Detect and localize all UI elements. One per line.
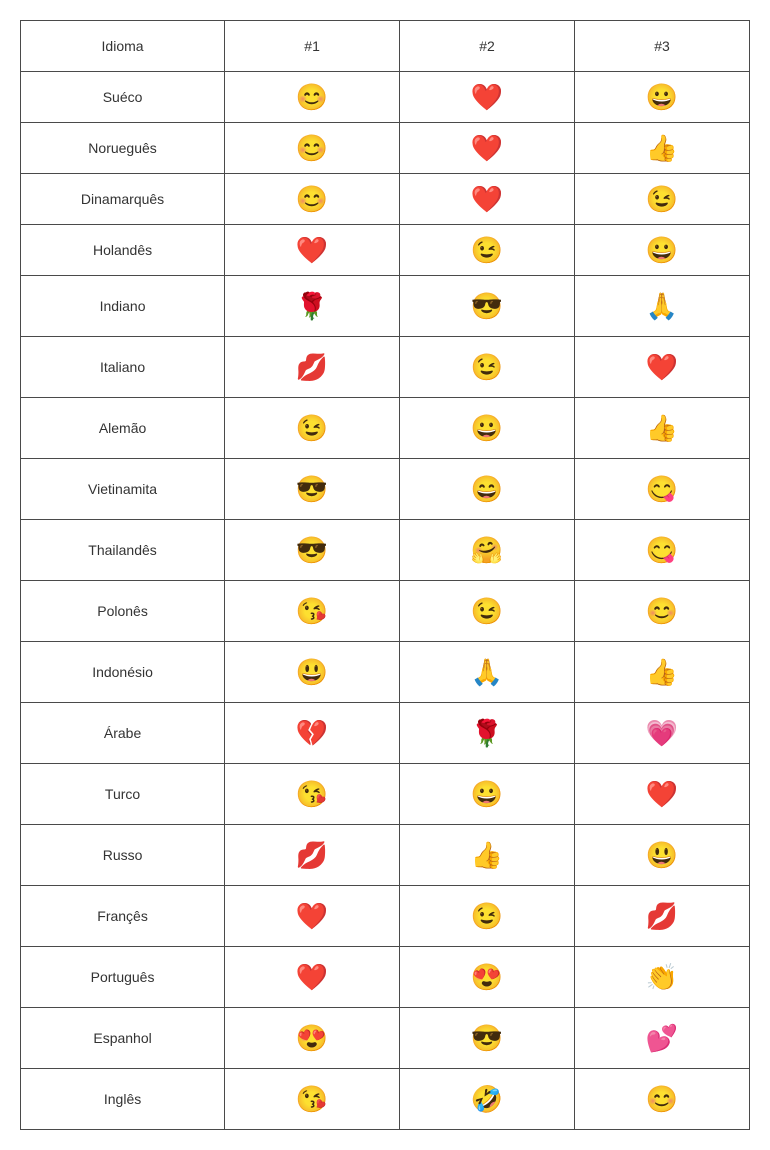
language-cell: Alemão xyxy=(21,398,225,459)
emoji-rank3-cell: ❤️ xyxy=(575,764,750,825)
emoji-language-table: Idioma #1 #2 #3 Suéco😊❤️😀Norueguês😊❤️👍Di… xyxy=(20,20,750,1130)
table-row: Suéco😊❤️😀 xyxy=(21,72,750,123)
language-cell: Indiano xyxy=(21,276,225,337)
emoji-rank2-cell: 🙏 xyxy=(400,642,575,703)
table-row: Polonês😘😉😊 xyxy=(21,581,750,642)
emoji-rank3-cell: 👍 xyxy=(575,123,750,174)
emoji-rank1-cell: 😉 xyxy=(225,398,400,459)
col-header-language: Idioma xyxy=(21,21,225,72)
emoji-rank2-cell: 😉 xyxy=(400,581,575,642)
emoji-rank2-cell: 😀 xyxy=(400,398,575,459)
emoji-rank1-cell: 😊 xyxy=(225,72,400,123)
language-cell: Thailandês xyxy=(21,520,225,581)
emoji-rank1-cell: 💋 xyxy=(225,825,400,886)
emoji-rank3-cell: 👍 xyxy=(575,642,750,703)
language-cell: Italiano xyxy=(21,337,225,398)
emoji-rank1-cell: ❤️ xyxy=(225,886,400,947)
emoji-rank3-cell: 😀 xyxy=(575,225,750,276)
language-cell: Françês xyxy=(21,886,225,947)
emoji-rank1-cell: 😊 xyxy=(225,123,400,174)
language-cell: Dinamarquês xyxy=(21,174,225,225)
emoji-rank3-cell: 😊 xyxy=(575,581,750,642)
emoji-rank3-cell: 😋 xyxy=(575,520,750,581)
table-row: Vietinamita😎😄😋 xyxy=(21,459,750,520)
emoji-rank1-cell: ❤️ xyxy=(225,225,400,276)
emoji-rank3-cell: ❤️ xyxy=(575,337,750,398)
emoji-rank2-cell: 👍 xyxy=(400,825,575,886)
emoji-rank1-cell: 😘 xyxy=(225,1069,400,1130)
language-cell: Espanhol xyxy=(21,1008,225,1069)
emoji-rank2-cell: ❤️ xyxy=(400,72,575,123)
emoji-rank3-cell: 💕 xyxy=(575,1008,750,1069)
language-cell: Polonês xyxy=(21,581,225,642)
emoji-rank1-cell: 😍 xyxy=(225,1008,400,1069)
language-cell: Árabe xyxy=(21,703,225,764)
emoji-rank2-cell: 😍 xyxy=(400,947,575,1008)
emoji-rank3-cell: 😋 xyxy=(575,459,750,520)
emoji-rank2-cell: 🤣 xyxy=(400,1069,575,1130)
emoji-rank2-cell: 🤗 xyxy=(400,520,575,581)
emoji-rank2-cell: 😉 xyxy=(400,886,575,947)
emoji-rank3-cell: 💗 xyxy=(575,703,750,764)
table-row: Indiano🌹😎🙏 xyxy=(21,276,750,337)
emoji-rank1-cell: 💋 xyxy=(225,337,400,398)
emoji-rank3-cell: 😃 xyxy=(575,825,750,886)
language-cell: Português xyxy=(21,947,225,1008)
emoji-rank1-cell: 😘 xyxy=(225,764,400,825)
emoji-rank1-cell: ❤️ xyxy=(225,947,400,1008)
language-cell: Holandês xyxy=(21,225,225,276)
emoji-rank2-cell: 😉 xyxy=(400,225,575,276)
emoji-rank2-cell: ❤️ xyxy=(400,123,575,174)
language-cell: Suéco xyxy=(21,72,225,123)
language-cell: Norueguês xyxy=(21,123,225,174)
table-row: Espanhol😍😎💕 xyxy=(21,1008,750,1069)
table-row: Italiano💋😉❤️ xyxy=(21,337,750,398)
table-row: Árabe💔🌹💗 xyxy=(21,703,750,764)
table-row: Russo💋👍😃 xyxy=(21,825,750,886)
emoji-rank3-cell: 👍 xyxy=(575,398,750,459)
emoji-rank2-cell: 😀 xyxy=(400,764,575,825)
emoji-rank3-cell: 👏 xyxy=(575,947,750,1008)
emoji-rank3-cell: 💋 xyxy=(575,886,750,947)
table-row: Françês❤️😉💋 xyxy=(21,886,750,947)
emoji-rank1-cell: 😎 xyxy=(225,520,400,581)
emoji-rank1-cell: 😃 xyxy=(225,642,400,703)
emoji-rank1-cell: 😊 xyxy=(225,174,400,225)
table-row: Indonésio😃🙏👍 xyxy=(21,642,750,703)
table-row: Português❤️😍👏 xyxy=(21,947,750,1008)
emoji-rank3-cell: 🙏 xyxy=(575,276,750,337)
emoji-rank3-cell: 😉 xyxy=(575,174,750,225)
table-row: Holandês❤️😉😀 xyxy=(21,225,750,276)
emoji-rank1-cell: 😎 xyxy=(225,459,400,520)
emoji-rank2-cell: 🌹 xyxy=(400,703,575,764)
table-row: Alemão😉😀👍 xyxy=(21,398,750,459)
col-header-rank2: #2 xyxy=(400,21,575,72)
table-row: Dinamarquês😊❤️😉 xyxy=(21,174,750,225)
emoji-rank2-cell: 😎 xyxy=(400,276,575,337)
table-row: Norueguês😊❤️👍 xyxy=(21,123,750,174)
emoji-rank1-cell: 🌹 xyxy=(225,276,400,337)
table-row: Thailandês😎🤗😋 xyxy=(21,520,750,581)
col-header-rank1: #1 xyxy=(225,21,400,72)
table-row: Inglês😘🤣😊 xyxy=(21,1069,750,1130)
table-header-row: Idioma #1 #2 #3 xyxy=(21,21,750,72)
language-cell: Inglês xyxy=(21,1069,225,1130)
emoji-rank2-cell: 😄 xyxy=(400,459,575,520)
emoji-rank2-cell: 😎 xyxy=(400,1008,575,1069)
emoji-rank2-cell: 😉 xyxy=(400,337,575,398)
emoji-rank3-cell: 😀 xyxy=(575,72,750,123)
language-cell: Russo xyxy=(21,825,225,886)
emoji-rank1-cell: 💔 xyxy=(225,703,400,764)
language-cell: Indonésio xyxy=(21,642,225,703)
col-header-rank3: #3 xyxy=(575,21,750,72)
language-cell: Turco xyxy=(21,764,225,825)
emoji-rank1-cell: 😘 xyxy=(225,581,400,642)
table-row: Turco😘😀❤️ xyxy=(21,764,750,825)
emoji-rank2-cell: ❤️ xyxy=(400,174,575,225)
emoji-rank3-cell: 😊 xyxy=(575,1069,750,1130)
language-cell: Vietinamita xyxy=(21,459,225,520)
